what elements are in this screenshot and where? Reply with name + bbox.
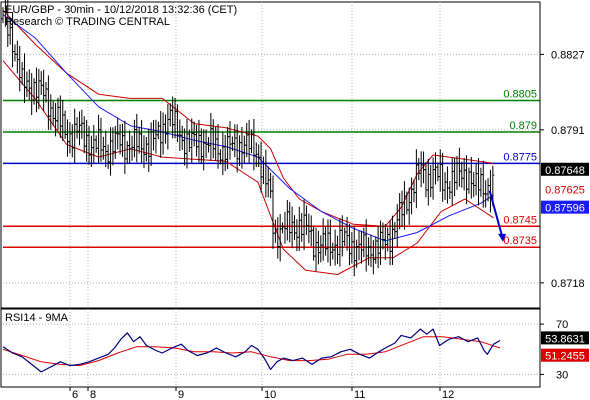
rsi-tag-box [541, 348, 589, 362]
bollinger-upper-line [2, 10, 494, 227]
x-tick-label: 12 [442, 389, 454, 400]
projection-arrow-shaft [488, 190, 503, 237]
x-tick-label: 10 [264, 389, 276, 400]
level-label: 0.879 [509, 120, 537, 132]
rsi-9ma-line [2, 336, 501, 367]
rsi-tag-label: 51.2455 [545, 351, 585, 363]
price-tag-label: 0.87648 [545, 165, 585, 177]
level-label: 0.8805 [503, 89, 537, 101]
price-series [1, 0, 506, 277]
price-tag-label: 0.87625 [545, 185, 585, 197]
rsi-series [2, 328, 501, 373]
price-tag-label: 0.87596 [545, 203, 585, 215]
price-axis: 0.8827 0.8791 0.8718 [539, 2, 585, 308]
y-tick-label: 0.8718 [551, 278, 585, 290]
price-chart-panel: 0.8805 0.879 0.8775 0.8745 0.8735 0.8827 0.87… [0, 0, 589, 309]
rsi-tag-box [541, 331, 589, 345]
rsi-panel-frame [0, 308, 541, 388]
rsi-y-tick-label: 30 [556, 369, 568, 381]
y-tick-label: 0.8791 [551, 125, 585, 137]
chart-header-line2: Research © TRADING CENTRAL [5, 16, 170, 28]
price-tag-box [541, 162, 589, 176]
x-tick-label: 8 [90, 389, 96, 400]
level-label: 0.8745 [503, 214, 537, 226]
rsi-tag-label: 53.8631 [545, 333, 585, 345]
rsi-panel: 70 30 53.8631 51.2455 RSI14 - 9MA [0, 308, 589, 388]
rsi-y-tick-label: 70 [556, 319, 568, 331]
price-tags: 0.87648 0.87625 0.87596 [541, 162, 589, 215]
rsi-tags: 53.8631 51.2455 [541, 331, 589, 363]
price-tag-box [541, 182, 589, 196]
rsi-axis: 70 30 [539, 309, 568, 387]
projection-arrow-head [498, 233, 506, 242]
x-tick-label: 6 [72, 389, 78, 400]
price-tag-box [541, 200, 589, 214]
y-tick-label: 0.8827 [551, 49, 585, 61]
level-label: 0.8735 [503, 235, 537, 247]
x-tick-label: 9 [178, 389, 184, 400]
rsi-title: RSI14 - 9MA [5, 312, 69, 324]
moving-average-line [2, 14, 494, 242]
chart-header-line1: EUR/GBP - 30min - 10/12/2018 13:32:36 (C… [5, 4, 237, 16]
price-levels: 0.8805 0.879 0.8775 0.8745 0.8735 [3, 89, 540, 248]
rsi14-line [2, 328, 501, 373]
level-label: 0.8775 [503, 151, 537, 163]
time-axis: 6 8 9 10 11 12 [69, 387, 454, 400]
x-tick-label: 11 [354, 389, 365, 400]
